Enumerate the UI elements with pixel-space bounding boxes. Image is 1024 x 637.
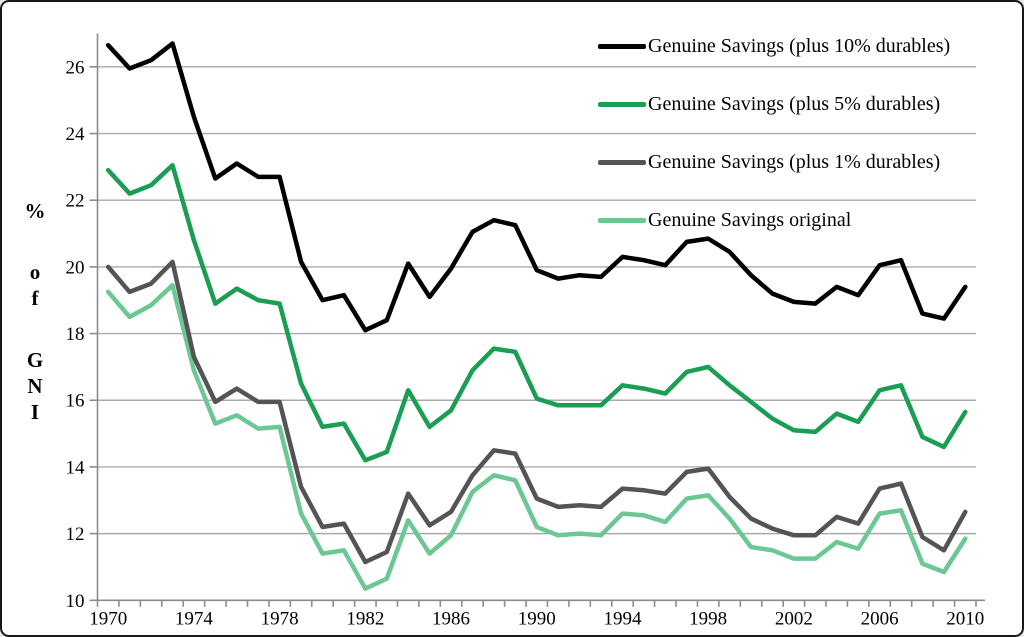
- x-tick-label: 1974: [175, 608, 214, 629]
- y-axis-title-char: %: [24, 199, 46, 223]
- y-tick-label: 20: [66, 257, 85, 278]
- y-tick-label: 16: [66, 391, 85, 412]
- legend-line-swatch: [598, 159, 646, 165]
- x-tick-label: 1970: [89, 608, 127, 629]
- x-tick-label: 1982: [346, 608, 384, 629]
- x-tick-label: 1990: [518, 608, 556, 629]
- series-line-genuine-savings-plus-1-durables: [105, 259, 968, 565]
- y-axis-title: % o f G N I: [17, 198, 53, 425]
- y-tick-label: 12: [66, 524, 85, 545]
- y-axis-title-char: f: [31, 286, 39, 310]
- y-tick-label: 24: [66, 124, 86, 145]
- x-tick-label: 1998: [689, 608, 727, 629]
- y-tick-label: 18: [66, 324, 85, 345]
- chart-legend: Genuine Savings (plus 10% durables) Genu…: [598, 17, 950, 249]
- x-tick-label: 2010: [946, 608, 984, 629]
- legend-label: Genuine Savings (plus 1% durables): [648, 150, 941, 173]
- x-tick-label: 1986: [432, 608, 470, 629]
- y-tick-label: 10: [66, 591, 85, 612]
- x-tick-label: 2002: [775, 608, 813, 629]
- x-tick-label: 1994: [603, 608, 642, 629]
- x-tick-label: 1978: [261, 608, 299, 629]
- y-tick-label: 22: [66, 191, 85, 212]
- x-tick-label: 2006: [861, 608, 899, 629]
- y-tick-label: 14: [66, 457, 86, 478]
- series-line-genuine-savings-plus-5-durables: [105, 162, 968, 463]
- legend-line-swatch: [598, 217, 646, 223]
- legend-line-swatch: [598, 43, 646, 49]
- y-axis-title-char: o: [29, 260, 41, 284]
- legend-label: Genuine Savings original: [648, 208, 852, 231]
- series-line-genuine-savings-original: [105, 282, 968, 591]
- legend-item-plus-10pct-durables: Genuine Savings (plus 10% durables): [598, 17, 950, 75]
- series-line-genuine-savings-plus-10-durables: [105, 41, 968, 333]
- y-axis-title-char: N: [27, 374, 43, 398]
- legend-label: Genuine Savings (plus 10% durables): [648, 34, 951, 57]
- y-axis-title-char: G: [26, 348, 44, 372]
- legend-line-swatch: [598, 101, 646, 107]
- legend-item-original: Genuine Savings original: [598, 191, 950, 249]
- y-axis-title-char: I: [30, 400, 40, 424]
- legend-item-plus-1pct-durables: Genuine Savings (plus 1% durables): [598, 133, 950, 191]
- legend-label: Genuine Savings (plus 5% durables): [648, 92, 941, 115]
- legend-item-plus-5pct-durables: Genuine Savings (plus 5% durables): [598, 75, 950, 133]
- y-tick-label: 26: [66, 57, 85, 78]
